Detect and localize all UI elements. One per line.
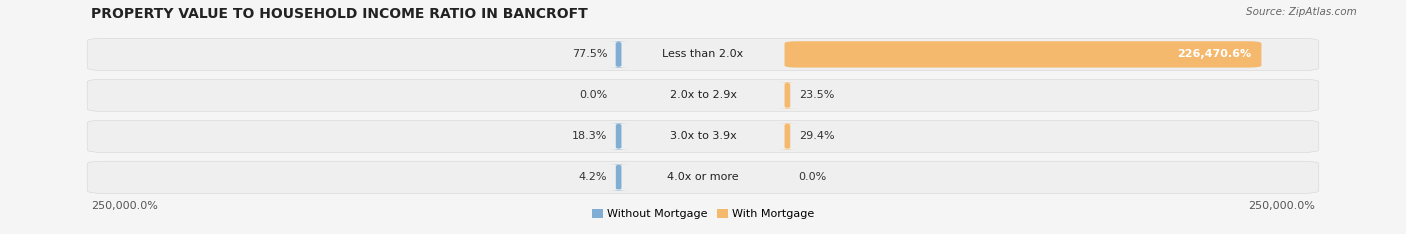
Text: 2.0x to 2.9x: 2.0x to 2.9x	[669, 90, 737, 100]
Text: Less than 2.0x: Less than 2.0x	[662, 49, 744, 59]
FancyBboxPatch shape	[609, 123, 628, 150]
Text: 226,470.6%: 226,470.6%	[1177, 49, 1251, 59]
Text: 0.0%: 0.0%	[799, 172, 827, 182]
Text: PROPERTY VALUE TO HOUSEHOLD INCOME RATIO IN BANCROFT: PROPERTY VALUE TO HOUSEHOLD INCOME RATIO…	[91, 7, 588, 21]
FancyBboxPatch shape	[87, 38, 1319, 70]
Text: 29.4%: 29.4%	[799, 131, 834, 141]
Text: 23.5%: 23.5%	[799, 90, 834, 100]
Text: 4.2%: 4.2%	[579, 172, 607, 182]
FancyBboxPatch shape	[87, 120, 1319, 152]
FancyBboxPatch shape	[778, 123, 797, 150]
Text: 0.0%: 0.0%	[579, 90, 607, 100]
FancyBboxPatch shape	[609, 41, 628, 68]
Text: Source: ZipAtlas.com: Source: ZipAtlas.com	[1246, 7, 1357, 17]
FancyBboxPatch shape	[609, 164, 628, 190]
FancyBboxPatch shape	[87, 79, 1319, 111]
Legend: Without Mortgage, With Mortgage: Without Mortgage, With Mortgage	[588, 205, 818, 224]
Text: 18.3%: 18.3%	[572, 131, 607, 141]
Text: 3.0x to 3.9x: 3.0x to 3.9x	[669, 131, 737, 141]
Text: 4.0x or more: 4.0x or more	[668, 172, 738, 182]
Text: 77.5%: 77.5%	[572, 49, 607, 59]
Text: 250,000.0%: 250,000.0%	[1247, 201, 1315, 211]
FancyBboxPatch shape	[785, 41, 1261, 68]
FancyBboxPatch shape	[778, 82, 797, 109]
Text: 250,000.0%: 250,000.0%	[91, 201, 159, 211]
FancyBboxPatch shape	[87, 161, 1319, 193]
